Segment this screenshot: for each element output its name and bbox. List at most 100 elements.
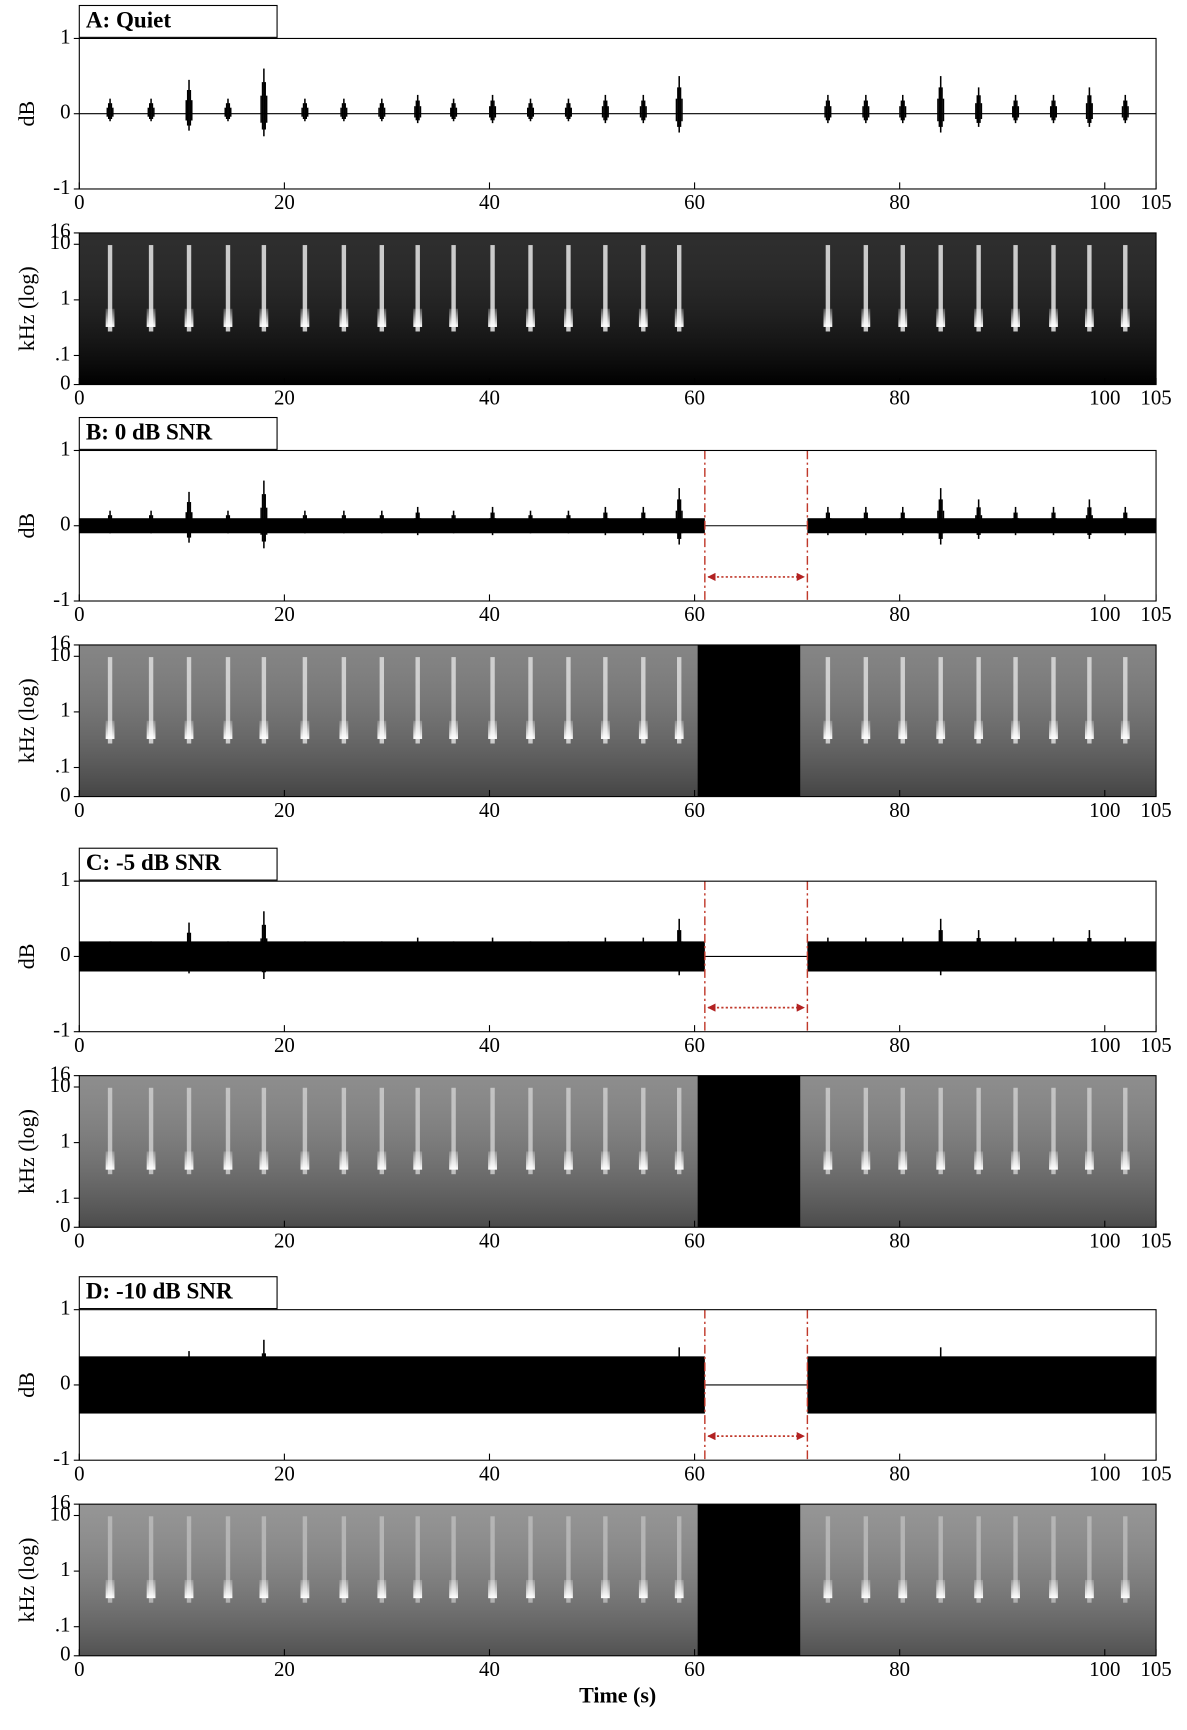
x-tick-label: 40 (479, 1033, 500, 1057)
syllable-burst (260, 1339, 268, 1408)
syllable-trace (938, 657, 943, 744)
x-tick-label: 80 (889, 386, 910, 410)
syllable-core (936, 308, 946, 327)
syllable-core (1011, 1579, 1020, 1599)
syllable-core (339, 1151, 349, 1170)
x-tick-label: 40 (479, 1657, 500, 1681)
syllable-core (600, 1579, 610, 1599)
syllable-core (146, 308, 156, 327)
syllable-core (1120, 720, 1130, 739)
syllable-core (1084, 1579, 1094, 1599)
syllable-core (638, 1579, 648, 1599)
syllable-burst (526, 1369, 535, 1393)
spectrogram-shade (79, 644, 1157, 797)
syllable-trace (825, 245, 831, 332)
x-tick-label: 105 (1140, 1033, 1171, 1057)
syllable-trace (641, 1087, 646, 1175)
syllable-burst (601, 506, 609, 536)
syllable-core (1049, 1151, 1058, 1170)
syllable-trace (863, 657, 869, 744)
syllable-core (223, 308, 233, 327)
syllable-trace (1051, 657, 1056, 744)
y-tick-label: 16 (50, 631, 71, 655)
syllable-core (1011, 308, 1020, 327)
syllable-trace (451, 1516, 456, 1603)
syllable-burst (147, 98, 155, 122)
syllable-core (898, 1579, 908, 1599)
x-tick-label: 60 (684, 798, 705, 822)
y-tick-label: 0 (60, 512, 70, 536)
syllable-burst (185, 79, 193, 131)
syllable-trace (490, 657, 495, 744)
syllable-core (184, 1151, 194, 1170)
syllable-trace (261, 245, 267, 332)
syllable-burst (526, 941, 535, 964)
syllable-burst (601, 94, 609, 124)
syllable-trace (261, 1516, 267, 1603)
x-tick-label: 100 (1089, 190, 1120, 214)
syllable-trace (186, 1516, 192, 1603)
syllable-core (564, 1151, 573, 1170)
syllable-burst (526, 510, 535, 534)
syllable-core (974, 1151, 984, 1170)
syllable-burst (185, 1351, 193, 1402)
syllable-trace (107, 1516, 113, 1603)
syllable-core (823, 720, 833, 739)
syllable-burst (564, 941, 572, 964)
syllable-burst (937, 76, 945, 133)
syllable-core (898, 308, 908, 327)
syllable-trace (677, 1087, 682, 1175)
y-tick-label: 0 (60, 1213, 70, 1237)
y-tick-label: .1 (55, 341, 71, 365)
syllable-burst (489, 506, 497, 536)
x-tick-label: 20 (274, 1228, 295, 1252)
syllable-core (1049, 720, 1058, 739)
syllable-burst (378, 1369, 386, 1393)
y-tick-label: 1 (60, 286, 70, 310)
x-tick-label: 105 (1140, 190, 1171, 214)
syllable-trace (863, 245, 869, 332)
syllable-trace (976, 1516, 981, 1603)
syllable-core (861, 308, 871, 327)
syllable-burst (975, 930, 983, 970)
syllable-core (105, 1151, 115, 1170)
syllable-trace (490, 1516, 495, 1603)
syllable-burst (489, 94, 497, 124)
syllable-core (861, 1151, 871, 1170)
syllable-burst (414, 1366, 422, 1395)
x-tick-label: 100 (1089, 602, 1120, 626)
syllable-burst (639, 937, 647, 966)
syllable-trace (341, 1516, 347, 1603)
y-tick-label: 10 (50, 642, 71, 666)
syllable-trace (148, 1516, 154, 1603)
syllable-core (1049, 308, 1058, 327)
syllable-core (413, 1579, 423, 1599)
syllable-trace (415, 1516, 420, 1603)
plot-frame (78, 1503, 1157, 1657)
silent-gap (697, 1075, 801, 1228)
x-tick-label: 80 (889, 1657, 910, 1681)
syllable-core (146, 1579, 156, 1599)
syllable-trace (603, 657, 608, 744)
syllable-trace (379, 1516, 385, 1603)
syllable-core (259, 1151, 269, 1170)
syllable-burst (862, 1366, 870, 1395)
syllable-burst (1121, 937, 1129, 966)
syllable-burst (301, 98, 309, 122)
y-tick-label: 0 (60, 370, 70, 394)
syllable-trace (379, 1087, 385, 1175)
syllable-trace (938, 1087, 943, 1175)
x-tick-label: 60 (684, 190, 705, 214)
syllable-burst (106, 941, 114, 964)
y-tick-label: 1 (60, 1295, 70, 1319)
syllable-trace (186, 1087, 192, 1175)
noise-band (79, 1356, 705, 1414)
plot-frame (78, 1075, 1157, 1228)
syllable-core (526, 1579, 535, 1599)
syllable-burst (601, 1366, 609, 1395)
syllable-core (300, 720, 310, 739)
syllable-trace (490, 245, 495, 332)
syllable-core (377, 308, 387, 327)
syllable-trace (1087, 245, 1092, 332)
